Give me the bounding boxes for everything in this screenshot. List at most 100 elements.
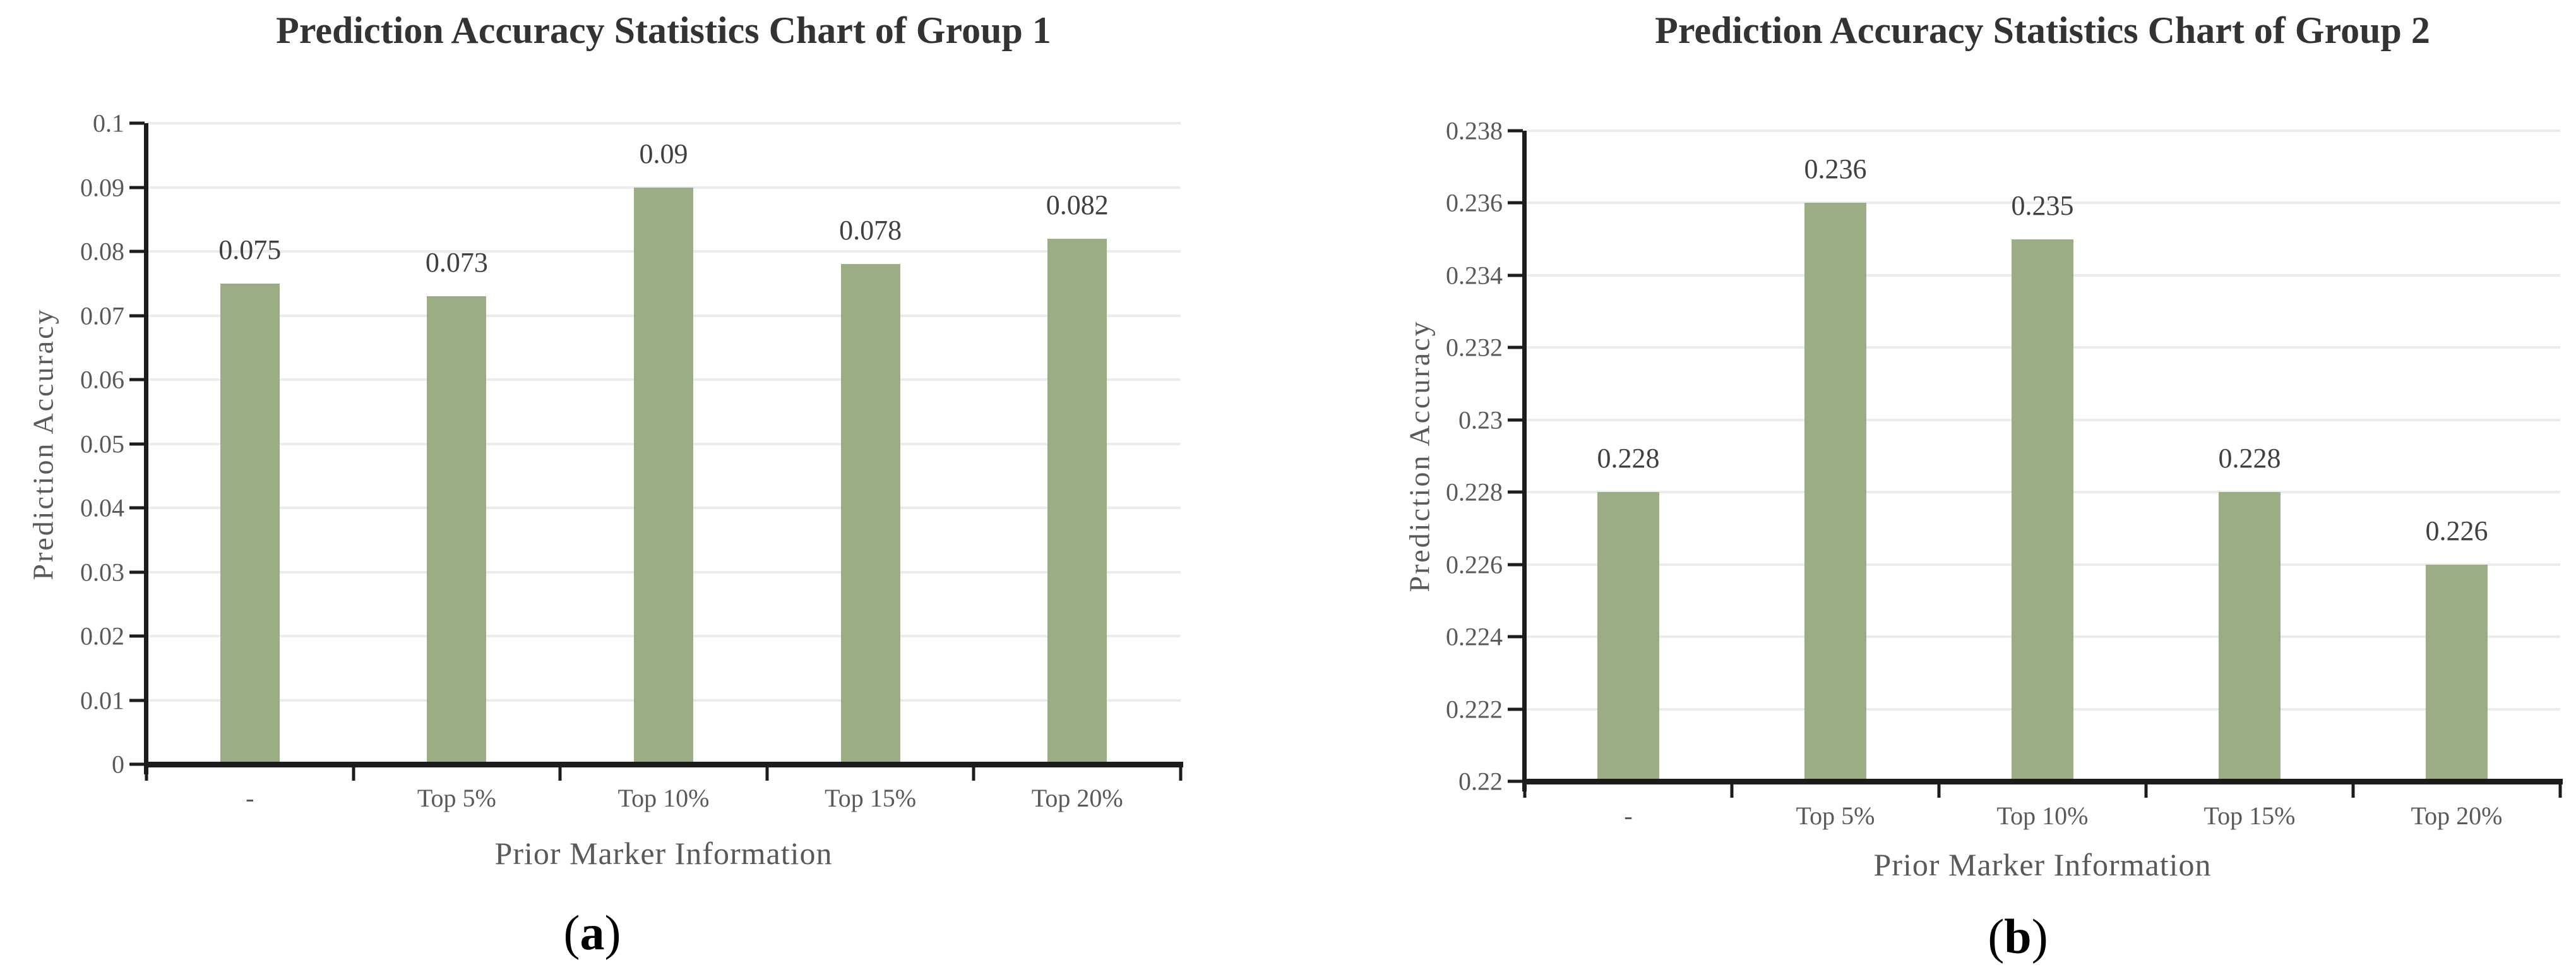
y-tick-label: 0.03 xyxy=(80,558,124,586)
y-axis-tick xyxy=(1508,129,1523,133)
bar-Top 15% xyxy=(2219,492,2281,781)
gridline xyxy=(1525,635,2560,639)
bar-value-label: 0.082 xyxy=(1046,189,1109,220)
y-axis-tick xyxy=(129,121,145,125)
y-axis-tick xyxy=(1508,779,1523,783)
y-axis-tick xyxy=(129,762,145,766)
x-axis-tick xyxy=(765,767,769,781)
y-tick-label: 0 xyxy=(112,750,124,779)
y-axis-tick xyxy=(1508,418,1523,422)
bar-Top 5% xyxy=(427,296,487,764)
y-tick-label: 0.238 xyxy=(1446,116,1503,145)
bar-value-label: 0.078 xyxy=(839,215,902,246)
y-axis-tick xyxy=(1508,201,1523,205)
gridline xyxy=(1525,418,2560,421)
gridline xyxy=(146,442,1181,445)
y-axis-tick xyxy=(1508,707,1523,711)
y-axis-tick xyxy=(129,314,145,317)
y-tick-label: 0.232 xyxy=(1446,333,1503,362)
y-axis-tick xyxy=(129,249,145,253)
y-axis-title: Prediction Accuracy xyxy=(1403,320,1436,592)
bar-value-label: 0.228 xyxy=(1597,443,1660,474)
x-axis-tick xyxy=(145,767,148,781)
y-axis-tick xyxy=(129,378,145,381)
gridline xyxy=(1525,129,2560,132)
bar-- xyxy=(220,283,280,764)
bar-Top 20% xyxy=(2426,564,2488,781)
x-tick-label: Top 10% xyxy=(1996,802,2089,830)
y-tick-label: 0.08 xyxy=(80,237,124,266)
y-tick-label: 0.226 xyxy=(1446,550,1503,579)
gridline xyxy=(146,314,1181,317)
gridline xyxy=(1525,346,2560,349)
y-tick-label: 0.234 xyxy=(1446,261,1503,290)
x-axis-tick xyxy=(972,767,975,781)
y-axis-tick xyxy=(129,570,145,574)
x-tick-label: - xyxy=(246,784,254,812)
gridline xyxy=(146,378,1181,381)
y-axis-tick xyxy=(1508,273,1523,277)
y-tick-label: 0.222 xyxy=(1446,695,1503,724)
x-axis-line xyxy=(144,762,1183,767)
y-axis-title: Prediction Accuracy xyxy=(27,307,59,580)
x-axis-tick xyxy=(2558,784,2562,798)
gridline xyxy=(146,122,1181,124)
bar-value-label: 0.228 xyxy=(2218,443,2281,474)
x-axis-tick xyxy=(1523,784,1527,798)
y-tick-label: 0.09 xyxy=(80,173,124,201)
y-axis-line xyxy=(1522,131,1527,791)
panel-letter: b xyxy=(2004,909,2032,964)
plot-area: 0.075 0.073 0.09 0.078 0.082 xyxy=(129,121,1183,781)
y-tick-label: 0.22 xyxy=(1458,767,1503,796)
bar-- xyxy=(1597,492,1659,781)
y-axis-tick xyxy=(129,442,145,445)
bar-value-label: 0.073 xyxy=(425,247,488,279)
x-tick-label: Top 5% xyxy=(1796,802,1875,830)
gridline xyxy=(146,186,1181,189)
gridline xyxy=(146,570,1181,574)
x-tick-label: - xyxy=(1624,802,1633,830)
y-tick-label: 0.1 xyxy=(93,109,124,138)
chart-title: Prediction Accuracy Statistics Chart of … xyxy=(1655,9,2430,51)
y-tick-label: 0.228 xyxy=(1446,477,1503,507)
x-axis-line xyxy=(1522,779,2563,784)
panel-label-b: (b) xyxy=(1988,909,2048,964)
x-axis-tick xyxy=(2144,784,2148,798)
x-axis-title: Prior Marker Information xyxy=(1873,847,2212,882)
y-tick-label: 0.224 xyxy=(1446,622,1503,651)
gridline xyxy=(1525,491,2560,494)
y-axis-tick xyxy=(129,699,145,702)
x-axis-tick xyxy=(1937,784,1941,798)
chart-title: Prediction Accuracy Statistics Chart of … xyxy=(276,9,1051,51)
gridline xyxy=(1525,707,2560,711)
y-tick-label: 0.07 xyxy=(80,301,124,330)
y-axis-tick xyxy=(129,506,145,510)
x-tick-label: Top 5% xyxy=(417,784,496,812)
x-tick-label: Top 20% xyxy=(1031,784,1123,812)
y-tick-label: 0.04 xyxy=(80,493,124,522)
y-axis-tick xyxy=(129,634,145,638)
x-tick-label: Top 15% xyxy=(825,784,917,812)
y-axis-tick xyxy=(1508,563,1523,567)
bar-Top 10% xyxy=(2012,239,2073,781)
bar-Top 15% xyxy=(840,264,900,764)
bar-value-label: 0.09 xyxy=(639,138,688,169)
x-tick-label: Top 20% xyxy=(2411,802,2503,830)
gridline xyxy=(146,635,1181,637)
panel-label-a: (a) xyxy=(563,905,621,960)
gridline xyxy=(1525,201,2560,205)
bar-Top 5% xyxy=(1804,203,1866,781)
y-axis-tick xyxy=(1508,345,1523,349)
bar-value-label: 0.226 xyxy=(2425,515,2488,546)
x-axis-tick xyxy=(1730,784,1734,798)
x-axis-tick xyxy=(1179,767,1183,781)
y-axis-tick xyxy=(129,186,145,189)
x-axis-tick xyxy=(558,767,562,781)
x-axis-title: Prior Marker Information xyxy=(494,836,833,871)
y-axis-tick xyxy=(1508,490,1523,494)
gridline xyxy=(146,250,1181,253)
gridline xyxy=(146,507,1181,509)
